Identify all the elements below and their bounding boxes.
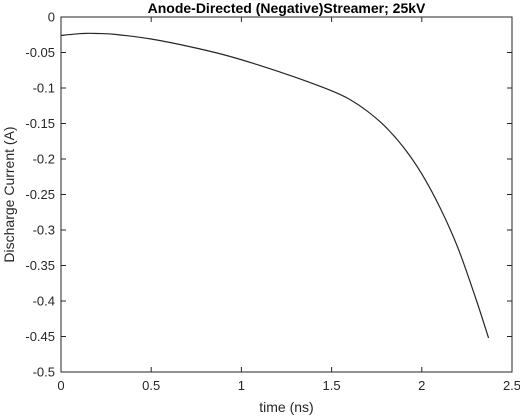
x-tick-label: 1.5: [323, 378, 341, 393]
y-axis-label: Discharge Current (A): [1, 126, 17, 262]
y-tick-label: -0.05: [25, 45, 55, 60]
y-tick-label: -0.5: [33, 365, 55, 380]
y-tick-label: -0.25: [25, 187, 55, 202]
y-tick-label: -0.15: [25, 116, 55, 131]
x-tick-label: 2: [418, 378, 425, 393]
x-tick-label: 1: [238, 378, 245, 393]
chart-title: Anode-Directed (Negative)Streamer; 25kV: [148, 0, 426, 16]
tick-labels: 0 0.5 1 1.5 2 2.5 0 -0.05 -0.1 -0.15 -0.2 -0.25 -0.3…: [25, 10, 520, 394]
y-tick-label: -0.35: [25, 258, 55, 273]
plot-area: [61, 17, 512, 372]
y-tick-label: -0.1: [33, 81, 55, 96]
y-tick-label: -0.2: [33, 152, 55, 167]
y-tick-label: -0.45: [25, 329, 55, 344]
y-tick-label: 0: [48, 10, 55, 25]
plot-box: [60, 16, 513, 373]
x-axis-label: time (ns): [259, 399, 313, 415]
x-tick-label: 0.5: [142, 378, 160, 393]
x-tick-label: 0: [57, 378, 64, 393]
x-tick-label: 2.5: [503, 378, 520, 393]
series-line: [60, 32, 490, 339]
y-tick-label: -0.4: [33, 294, 55, 309]
y-tick-label: -0.3: [33, 223, 55, 238]
